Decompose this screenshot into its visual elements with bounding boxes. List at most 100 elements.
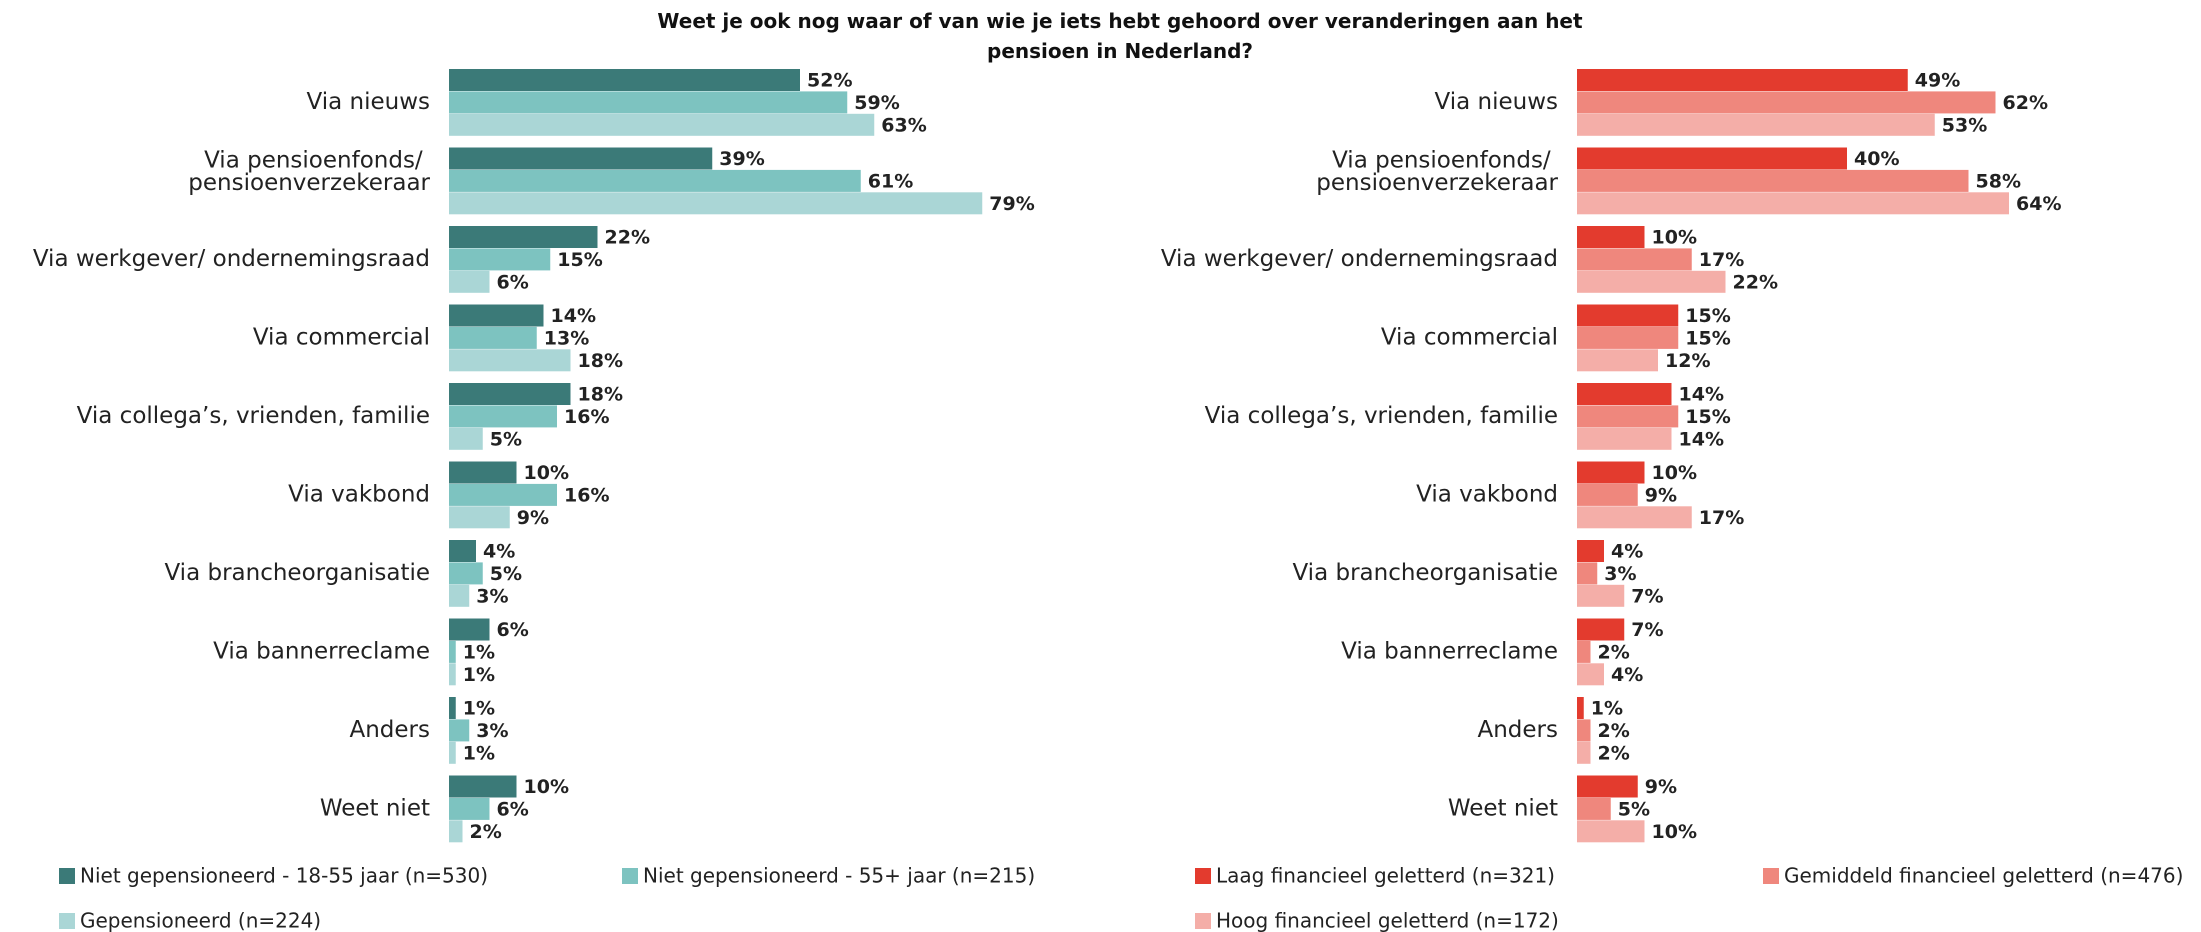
- bar: [1577, 618, 1625, 641]
- bar: [449, 797, 490, 820]
- category-label: Via bannerreclame: [213, 639, 430, 665]
- bar: [449, 618, 490, 641]
- value-label: 9%: [1645, 776, 1677, 798]
- value-label: 4%: [1611, 664, 1643, 686]
- value-label: 9%: [517, 507, 549, 529]
- bar: [449, 147, 713, 170]
- bar: [1577, 405, 1679, 428]
- value-label: 12%: [1665, 350, 1710, 372]
- value-label: 1%: [463, 743, 495, 765]
- value-label: 2%: [1598, 743, 1630, 765]
- value-label: 49%: [1915, 70, 1960, 92]
- value-label: 22%: [1733, 272, 1778, 294]
- bar: [1577, 461, 1645, 484]
- legend-label: Gemiddeld financieel geletterd (n=476): [1784, 864, 2183, 888]
- bar: [1577, 719, 1591, 742]
- value-label: 15%: [1685, 305, 1730, 327]
- value-label: 5%: [1618, 799, 1650, 821]
- bar: [449, 69, 800, 91]
- value-label: 18%: [578, 350, 623, 372]
- legend-label: Hoog financieel geletterd (n=172): [1216, 909, 1559, 932]
- bar: [1577, 697, 1584, 719]
- bar: [449, 304, 544, 327]
- legend-label: Laag financieel geletterd (n=321): [1216, 864, 1555, 888]
- bar: [449, 226, 598, 248]
- bar: [449, 741, 456, 764]
- category-label: Via brancheorganisatie: [164, 560, 430, 586]
- legend-swatch: [59, 868, 75, 884]
- bar: [449, 427, 483, 450]
- bar: [449, 192, 983, 215]
- bar: [1577, 383, 1672, 405]
- bar: [1577, 640, 1591, 663]
- category-label: Via vakbond: [1416, 482, 1558, 508]
- bar: [449, 405, 557, 428]
- bar: [1577, 775, 1638, 798]
- bar: [449, 584, 470, 607]
- bar: [449, 326, 537, 349]
- bar: [449, 562, 483, 585]
- bar: [1577, 820, 1645, 843]
- value-label: 64%: [2016, 193, 2061, 215]
- category-label: Via collega’s, vrienden, familie: [77, 403, 430, 429]
- bar: [1577, 349, 1658, 372]
- value-label: 9%: [1645, 485, 1677, 507]
- bar: [449, 113, 875, 136]
- value-label: 62%: [2003, 92, 2048, 114]
- bar: [1577, 304, 1679, 327]
- category-label: Via brancheorganisatie: [1292, 560, 1558, 586]
- value-label: 7%: [1631, 586, 1663, 608]
- bar: [1577, 248, 1692, 271]
- bar: [449, 383, 571, 405]
- bar: [449, 775, 517, 798]
- bar: [449, 169, 861, 192]
- bar: [1577, 540, 1604, 562]
- value-label: 15%: [1685, 406, 1730, 428]
- bar: [1577, 169, 1969, 192]
- value-label: 14%: [551, 305, 596, 327]
- bar: [1577, 562, 1598, 585]
- category-label: Via collega’s, vrienden, familie: [1205, 403, 1558, 429]
- value-label: 79%: [989, 193, 1034, 215]
- bar: [1577, 584, 1625, 607]
- bar: [1577, 192, 2009, 215]
- legend-swatch: [59, 913, 75, 929]
- value-label: 6%: [497, 799, 529, 821]
- value-label: 14%: [1679, 384, 1724, 406]
- category-label: Via nieuws: [1434, 89, 1558, 115]
- bar: [1577, 147, 1847, 170]
- value-label: 3%: [1604, 563, 1636, 585]
- value-label: 3%: [476, 720, 508, 742]
- bar: [449, 663, 456, 686]
- bar: [1577, 326, 1679, 349]
- legend-label: Niet gepensioneerd - 55+ jaar (n=215): [643, 864, 1035, 888]
- value-label: 1%: [463, 642, 495, 664]
- value-label: 53%: [1942, 115, 1987, 137]
- value-label: 15%: [557, 249, 602, 271]
- category-label: Anders: [350, 717, 431, 743]
- value-label: 1%: [463, 664, 495, 686]
- bar: [1577, 483, 1638, 506]
- bar: [1577, 270, 1726, 293]
- bar: [1577, 69, 1908, 91]
- value-label: 6%: [497, 272, 529, 294]
- value-label: 2%: [470, 821, 502, 843]
- category-label: Via commercial: [1381, 325, 1558, 351]
- value-label: 17%: [1699, 249, 1744, 271]
- value-label: 18%: [578, 384, 623, 406]
- bar: [1577, 506, 1692, 529]
- legend-label: Gepensioneerd (n=224): [80, 909, 321, 932]
- value-label: 10%: [1652, 821, 1697, 843]
- value-label: 10%: [524, 776, 569, 798]
- bar: [1577, 113, 1935, 136]
- value-label: 13%: [544, 328, 589, 350]
- bar: [449, 540, 476, 562]
- value-label: 52%: [807, 70, 852, 92]
- value-label: 3%: [476, 586, 508, 608]
- value-label: 4%: [1611, 541, 1643, 563]
- bar: [449, 461, 517, 484]
- value-label: 15%: [1685, 328, 1730, 350]
- value-label: 6%: [497, 619, 529, 641]
- bar: [449, 248, 551, 271]
